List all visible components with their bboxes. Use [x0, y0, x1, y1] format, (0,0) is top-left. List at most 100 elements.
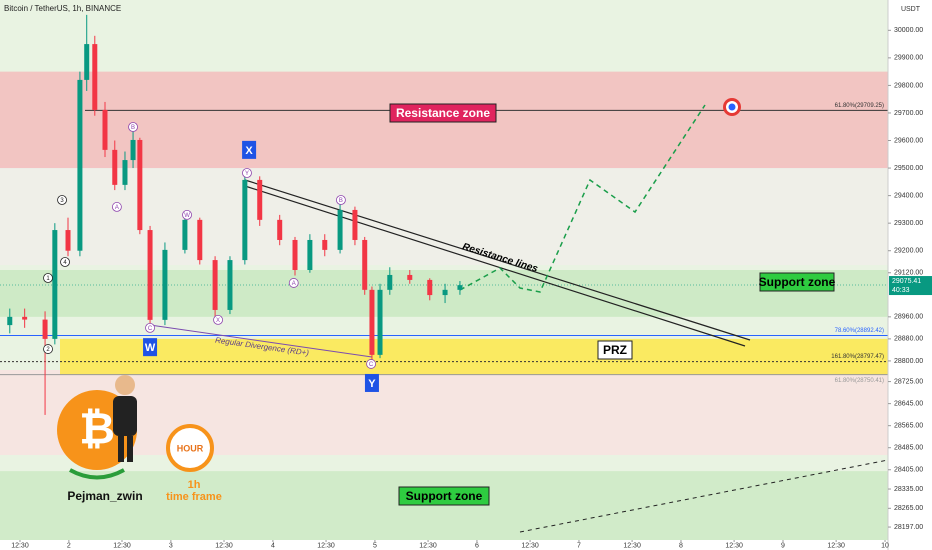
wave-circle [145, 322, 155, 333]
y-tick-label: 28725.00 [894, 378, 923, 385]
zone-label-box [759, 272, 835, 292]
candle-body [362, 239, 368, 290]
candle-body [377, 289, 383, 355]
wave-circle [128, 122, 138, 132]
x-tick-label: 12:30 [725, 542, 743, 549]
candle-body [130, 139, 136, 161]
y-tick-label: 29600.00 [894, 137, 923, 144]
wave-circle [43, 344, 53, 354]
x-tick-label: 12:30 [521, 542, 539, 549]
wave-circle [43, 273, 53, 283]
wave-circle [366, 359, 376, 369]
y-tick-label: 29700.00 [894, 110, 923, 117]
candle-body [65, 230, 71, 251]
y-tick-label: 29120.00 [894, 270, 923, 277]
wave-label: W [184, 213, 190, 219]
annotation: X [245, 145, 253, 157]
x-tick-label: 12:30 [827, 542, 845, 549]
y-tick-label: 28335.00 [894, 486, 923, 493]
wave-circle [111, 202, 122, 212]
candle-body [407, 274, 413, 280]
x-tick-label: 9 [781, 542, 785, 549]
x-tick-label: 3 [169, 542, 173, 549]
zone-label-box [389, 103, 497, 123]
candle-body [197, 219, 203, 261]
annotation: W [145, 342, 156, 354]
y-tick-label: 30000.00 [894, 27, 923, 34]
resistance-line [244, 179, 751, 341]
wave-circle [60, 257, 70, 267]
candle-body [387, 274, 393, 290]
y-tick-label: 29400.00 [894, 192, 923, 199]
x-tick-label: 12:30 [419, 542, 437, 549]
candle-body [427, 279, 433, 296]
zone-label: Support zone [759, 275, 836, 289]
x-tick-label: 2 [67, 542, 71, 549]
y-tick-label: 28265.00 [894, 505, 923, 512]
candle-body [457, 285, 463, 290]
candle-body [307, 239, 313, 270]
candle-body [442, 289, 448, 296]
zone-label-box [398, 486, 490, 506]
author: Pejman_zwin [67, 489, 142, 503]
x-tick-label: 7 [577, 542, 581, 549]
zone [60, 338, 888, 375]
annotation-box [364, 373, 379, 392]
annotation-box [242, 140, 257, 159]
x-tick-label: 12:30 [623, 542, 641, 549]
candle-body [22, 316, 28, 320]
wave-label: 4 [63, 260, 67, 266]
y-tick-label: 29500.00 [894, 165, 923, 172]
wave-label: A [292, 281, 296, 287]
wave-label: B [339, 198, 343, 204]
annotation-box [143, 338, 158, 357]
wave-circle [288, 278, 299, 288]
y-tick-label: 29900.00 [894, 55, 923, 62]
candle-body [52, 230, 58, 339]
x-tick-label: 4 [271, 542, 275, 549]
last-price: 29075.41 [892, 278, 921, 285]
candle-body [227, 260, 233, 310]
candle-body [292, 239, 298, 270]
candle-body [42, 319, 48, 339]
divergence-line [149, 324, 373, 358]
x-tick-label: 8 [679, 542, 683, 549]
zone-label: Support zone [406, 489, 483, 503]
fib-label: 78.60%(28892.42) [835, 328, 884, 334]
wave-label: X [216, 318, 220, 324]
annotation: Y [368, 378, 376, 390]
avatar [113, 375, 137, 462]
candle-body [277, 219, 283, 240]
candle-body [84, 44, 90, 80]
currency: USDT [901, 6, 921, 13]
wave-label: Y [245, 171, 249, 177]
wave-label: A [115, 205, 119, 211]
countdown: 40:33 [892, 287, 910, 294]
y-tick-label: 28960.00 [894, 314, 923, 321]
candle-body [77, 79, 83, 251]
wave-circle [57, 195, 67, 205]
time-axis [0, 540, 888, 550]
wave-label: 2 [46, 347, 50, 353]
candle-body [337, 209, 343, 250]
candle-body [112, 149, 118, 185]
y-tick-label: 28880.00 [894, 336, 923, 343]
x-tick-label: 5 [373, 542, 377, 549]
candle-body [137, 139, 143, 231]
branding: ₿ Pejman_zwin HOUR 1h time frame [57, 375, 222, 503]
candle-body [102, 109, 108, 150]
timeframe: 1h [188, 479, 201, 491]
candle-body [369, 289, 375, 355]
trend-line [519, 459, 889, 533]
y-tick-label: 29800.00 [894, 82, 923, 89]
wave-circle [213, 314, 223, 325]
price-axis [888, 0, 932, 550]
wave-label: 3 [60, 198, 64, 204]
fib-label: 161.80%(28797.47) [831, 354, 884, 360]
y-tick-label: 28565.00 [894, 423, 923, 430]
candle-body [182, 219, 188, 250]
candle-body [162, 249, 168, 320]
zone-label: PRZ [603, 343, 627, 357]
badge: HOUR [177, 443, 204, 453]
